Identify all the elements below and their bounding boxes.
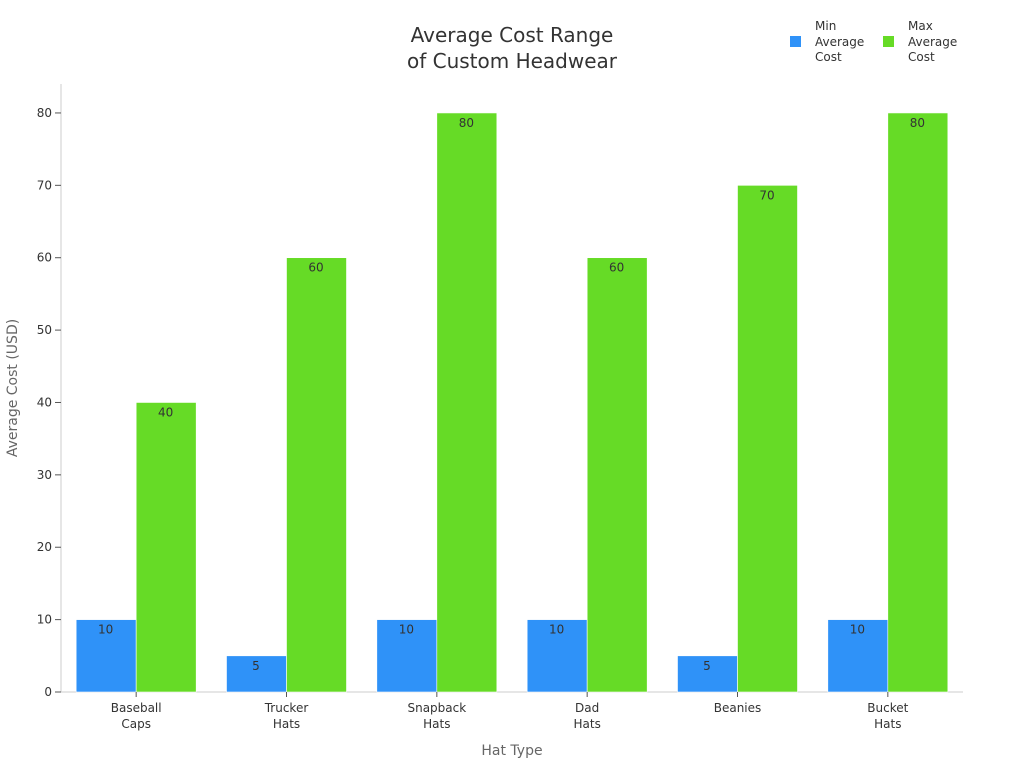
chart-title-line-1: Average Cost Range: [410, 23, 614, 47]
legend-label-min: Min Average Cost: [815, 19, 865, 64]
bar-max: [135, 402, 197, 693]
x-tick-label-line: Dad: [575, 701, 599, 715]
bar-max: [436, 112, 498, 693]
x-tick-label-line: Hats: [423, 717, 450, 731]
bar-max: [737, 185, 798, 693]
chart-title: Average Cost Range of Custom Headwear: [312, 22, 712, 74]
data-label: 10: [850, 623, 865, 637]
x-tick-label-line: Hats: [573, 717, 600, 731]
bar-max: [286, 257, 347, 693]
bar-min: [827, 619, 889, 693]
data-label: 40: [158, 405, 173, 419]
chart-title-line-2: of Custom Headwear: [406, 49, 618, 73]
legend-item-min[interactable]: Min Average Cost: [790, 19, 883, 66]
y-tick-label: 40: [37, 395, 52, 409]
x-tick-label-line: Hats: [273, 717, 300, 731]
y-tick-label: 0: [44, 685, 52, 699]
legend-swatch-min: [790, 36, 801, 47]
legend-item-max[interactable]: Max Average Cost: [883, 19, 976, 66]
bar-max: [586, 257, 648, 693]
x-tick-label: Dad Hats: [573, 701, 600, 731]
data-label: 60: [308, 261, 323, 275]
data-label: 80: [459, 116, 474, 130]
y-tick-label: 80: [37, 106, 52, 120]
x-tick-label-line: Baseball: [111, 701, 162, 715]
x-tick-label: Baseball Caps: [111, 701, 162, 731]
y-tick-label: 60: [37, 251, 52, 265]
y-tick-label: 70: [37, 178, 52, 192]
data-label: 10: [549, 623, 564, 637]
data-label: 70: [759, 188, 774, 202]
x-tick-label-line: Caps: [121, 717, 151, 731]
legend-swatch-max: [883, 36, 894, 47]
legend: Min Average Cost Max Average Cost: [790, 19, 976, 66]
data-label: 5: [252, 659, 260, 673]
x-tick-label-line: Beanies: [714, 701, 762, 715]
data-label: 80: [910, 116, 925, 130]
legend-label-max: Max Average Cost: [908, 19, 958, 64]
x-tick-label-line: Snapback: [407, 701, 466, 715]
x-tick-label: Snapback Hats: [407, 701, 466, 731]
bar-max: [887, 112, 949, 693]
y-tick-label: 10: [37, 613, 52, 627]
x-tick-label: Trucker Hats: [264, 701, 309, 731]
bar-min: [677, 655, 738, 693]
x-tick-label: Bucket Hats: [867, 701, 908, 731]
x-tick-label-line: Bucket: [867, 701, 908, 715]
y-tick-label: 20: [37, 540, 52, 554]
y-tick-label: 30: [37, 468, 52, 482]
bar-min: [376, 619, 438, 693]
data-label: 60: [609, 261, 624, 275]
x-axis-label: Hat Type: [481, 743, 542, 759]
bar-min: [526, 619, 588, 693]
x-tick-label: Beanies: [714, 701, 762, 715]
x-tick-label-line: Hats: [874, 717, 901, 731]
bar-min: [75, 619, 137, 693]
data-label: 5: [703, 659, 711, 673]
y-axis-label: Average Cost (USD): [5, 319, 21, 457]
data-label: 10: [399, 623, 414, 637]
data-label: 10: [98, 623, 113, 637]
x-tick-label-line: Trucker: [264, 701, 309, 715]
y-tick-label: 50: [37, 323, 52, 337]
